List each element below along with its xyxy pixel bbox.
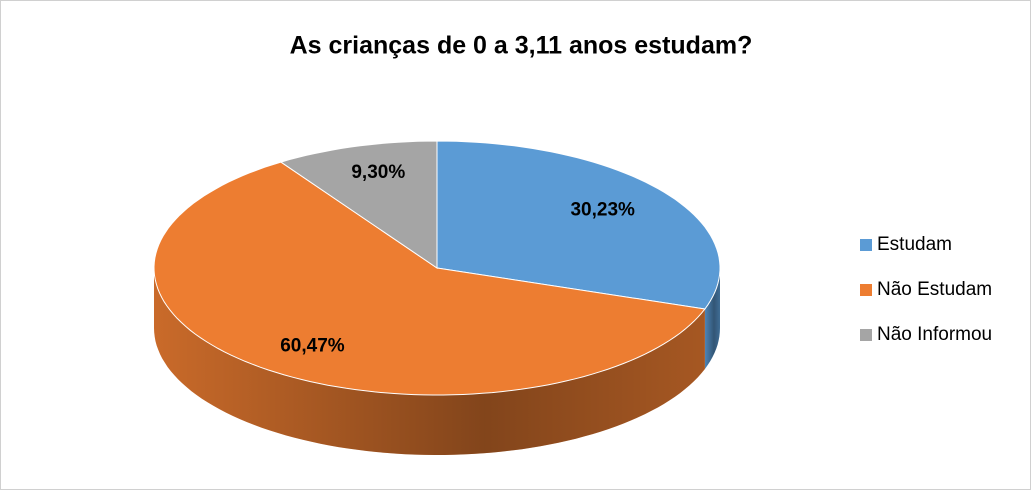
chart-title: As crianças de 0 a 3,11 anos estudam? xyxy=(290,32,753,60)
slice xyxy=(436,140,721,310)
legend-label: Não Estudam xyxy=(877,279,992,300)
slice-side-shade xyxy=(704,268,720,369)
slice xyxy=(153,161,706,396)
value-label: 30,23% xyxy=(570,199,635,220)
value-label: 60,47% xyxy=(280,335,345,356)
legend-label: Estudam xyxy=(877,234,952,255)
slice xyxy=(279,140,438,269)
legend-swatch xyxy=(860,329,872,341)
legend-label: Não Informou xyxy=(877,324,992,345)
value-label: 9,30% xyxy=(351,162,405,183)
slice-side-shade xyxy=(154,268,705,455)
legend-swatch xyxy=(860,284,872,296)
legend-swatch xyxy=(860,239,872,251)
